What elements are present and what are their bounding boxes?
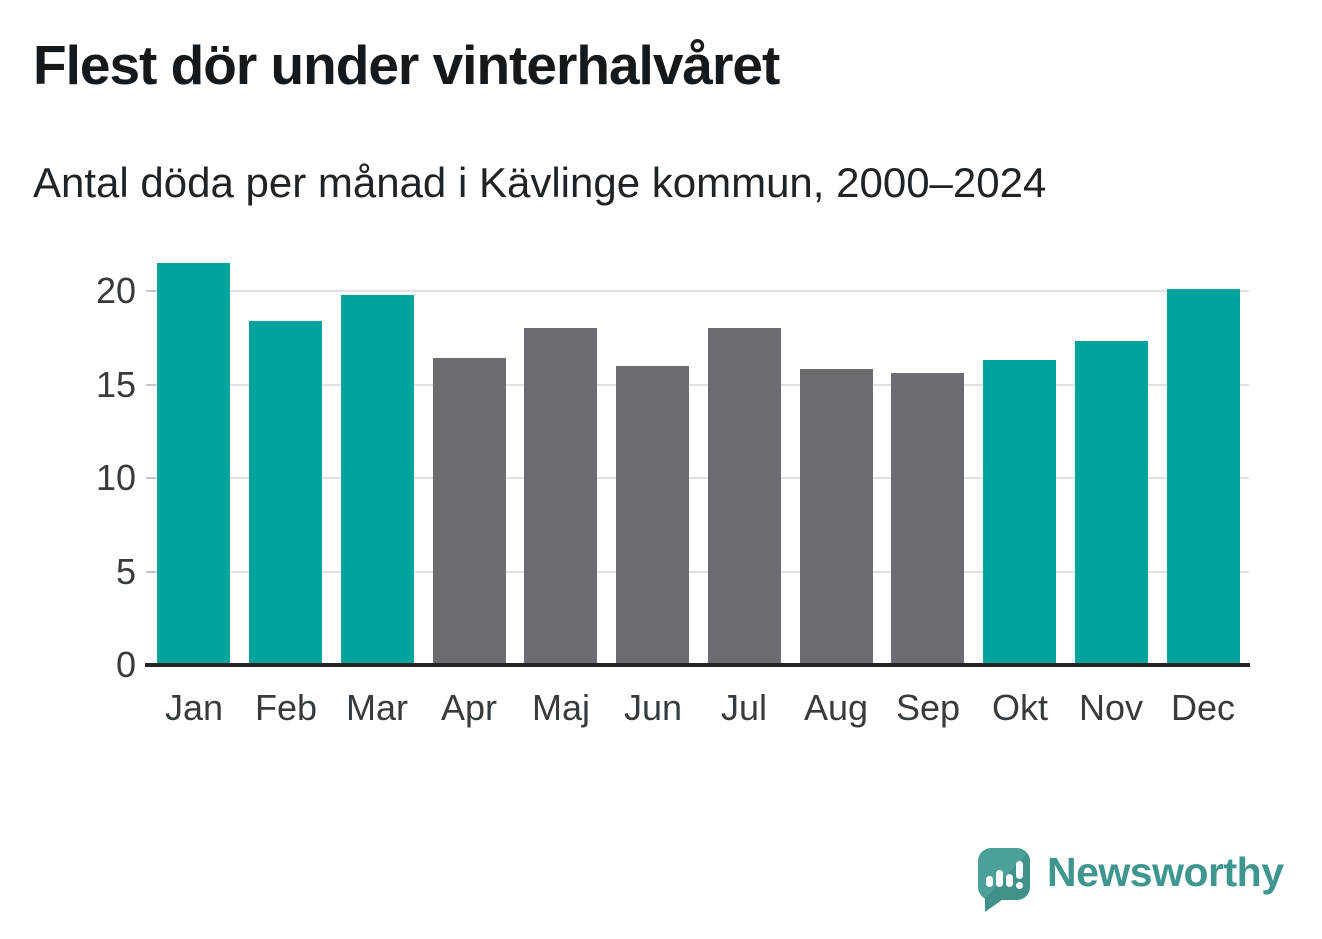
y-tick-label-0: 0 [115, 644, 136, 685]
x-tick-label-apr: Apr [440, 687, 498, 728]
bar-jan [157, 263, 230, 663]
bar-okt [983, 360, 1056, 663]
y-axis-tick-20 [146, 290, 156, 292]
bar-mar [341, 295, 414, 663]
y-axis-tick-10 [146, 477, 156, 479]
bar-jun [616, 366, 689, 663]
gridline-15 [146, 384, 1249, 386]
newsworthy-wordmark: Newsworthy [1047, 848, 1284, 895]
bar-feb [249, 321, 322, 663]
logo-exclamation-icon [1015, 861, 1023, 889]
x-tick-label-jun: Jun [623, 687, 683, 728]
logo-bar-icon [1005, 874, 1013, 887]
newsworthy-mark-icon [978, 848, 1030, 912]
x-axis-line [145, 663, 1250, 667]
chart-subtitle: Antal döda per månad i Kävlinge kommun, … [33, 159, 1047, 206]
y-tick-label-15: 15 [95, 364, 136, 405]
bar-maj [524, 328, 597, 663]
bar-dec [1167, 289, 1240, 663]
x-tick-label-maj: Maj [531, 687, 590, 728]
y-axis-tick-5 [146, 571, 156, 573]
bar-jul [708, 328, 781, 663]
x-tick-label-sep: Sep [895, 687, 961, 728]
bar-apr [433, 358, 506, 663]
x-tick-label-okt: Okt [991, 687, 1048, 728]
bar-aug [800, 369, 873, 663]
x-tick-label-nov: Nov [1078, 687, 1144, 728]
logo-bar-icon [995, 870, 1003, 887]
x-tick-label-dec: Dec [1170, 687, 1236, 728]
gridline-20 [146, 290, 1249, 292]
x-tick-label-aug: Aug [803, 687, 869, 728]
bar-sep [891, 373, 964, 663]
y-tick-label-20: 20 [95, 270, 136, 311]
logo-bar-icon [985, 876, 993, 887]
y-axis-tick-15 [146, 384, 156, 386]
y-tick-label-10: 10 [95, 457, 136, 498]
newsworthy-logo: Newsworthy [978, 848, 1284, 912]
y-tick-label-5: 5 [115, 551, 136, 592]
x-tick-label-jul: Jul [720, 687, 768, 728]
x-tick-label-feb: Feb [254, 687, 318, 728]
speech-bubble-tail-icon [985, 897, 1006, 912]
x-tick-label-jan: Jan [164, 687, 224, 728]
gridline-5 [146, 571, 1249, 573]
bar-nov [1075, 341, 1148, 663]
gridline-10 [146, 477, 1249, 479]
chart-title: Flest dör under vinterhalvåret [33, 34, 780, 96]
x-tick-label-mar: Mar [346, 687, 408, 728]
